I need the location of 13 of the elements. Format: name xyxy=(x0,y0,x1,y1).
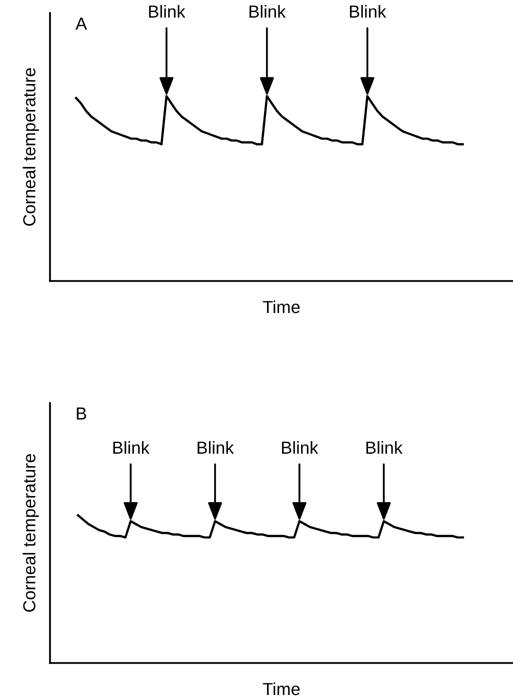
annotation: Blink xyxy=(282,441,318,454)
annotation: Blink xyxy=(198,441,234,454)
x-axis-title: Time xyxy=(262,682,300,696)
annotation: Blink xyxy=(366,441,403,454)
x-axis-title: Time xyxy=(262,300,300,314)
annotation: Blink xyxy=(149,4,186,18)
annotation: Blink xyxy=(350,4,386,18)
chart-title: B xyxy=(76,408,86,420)
y-axis-title: Corneal temperature xyxy=(22,68,39,226)
y-axis-title: Corneal temperature xyxy=(22,454,39,612)
annotation: Blink xyxy=(113,441,150,454)
annotation: Blink xyxy=(250,4,286,18)
chart-title: A xyxy=(76,18,88,30)
